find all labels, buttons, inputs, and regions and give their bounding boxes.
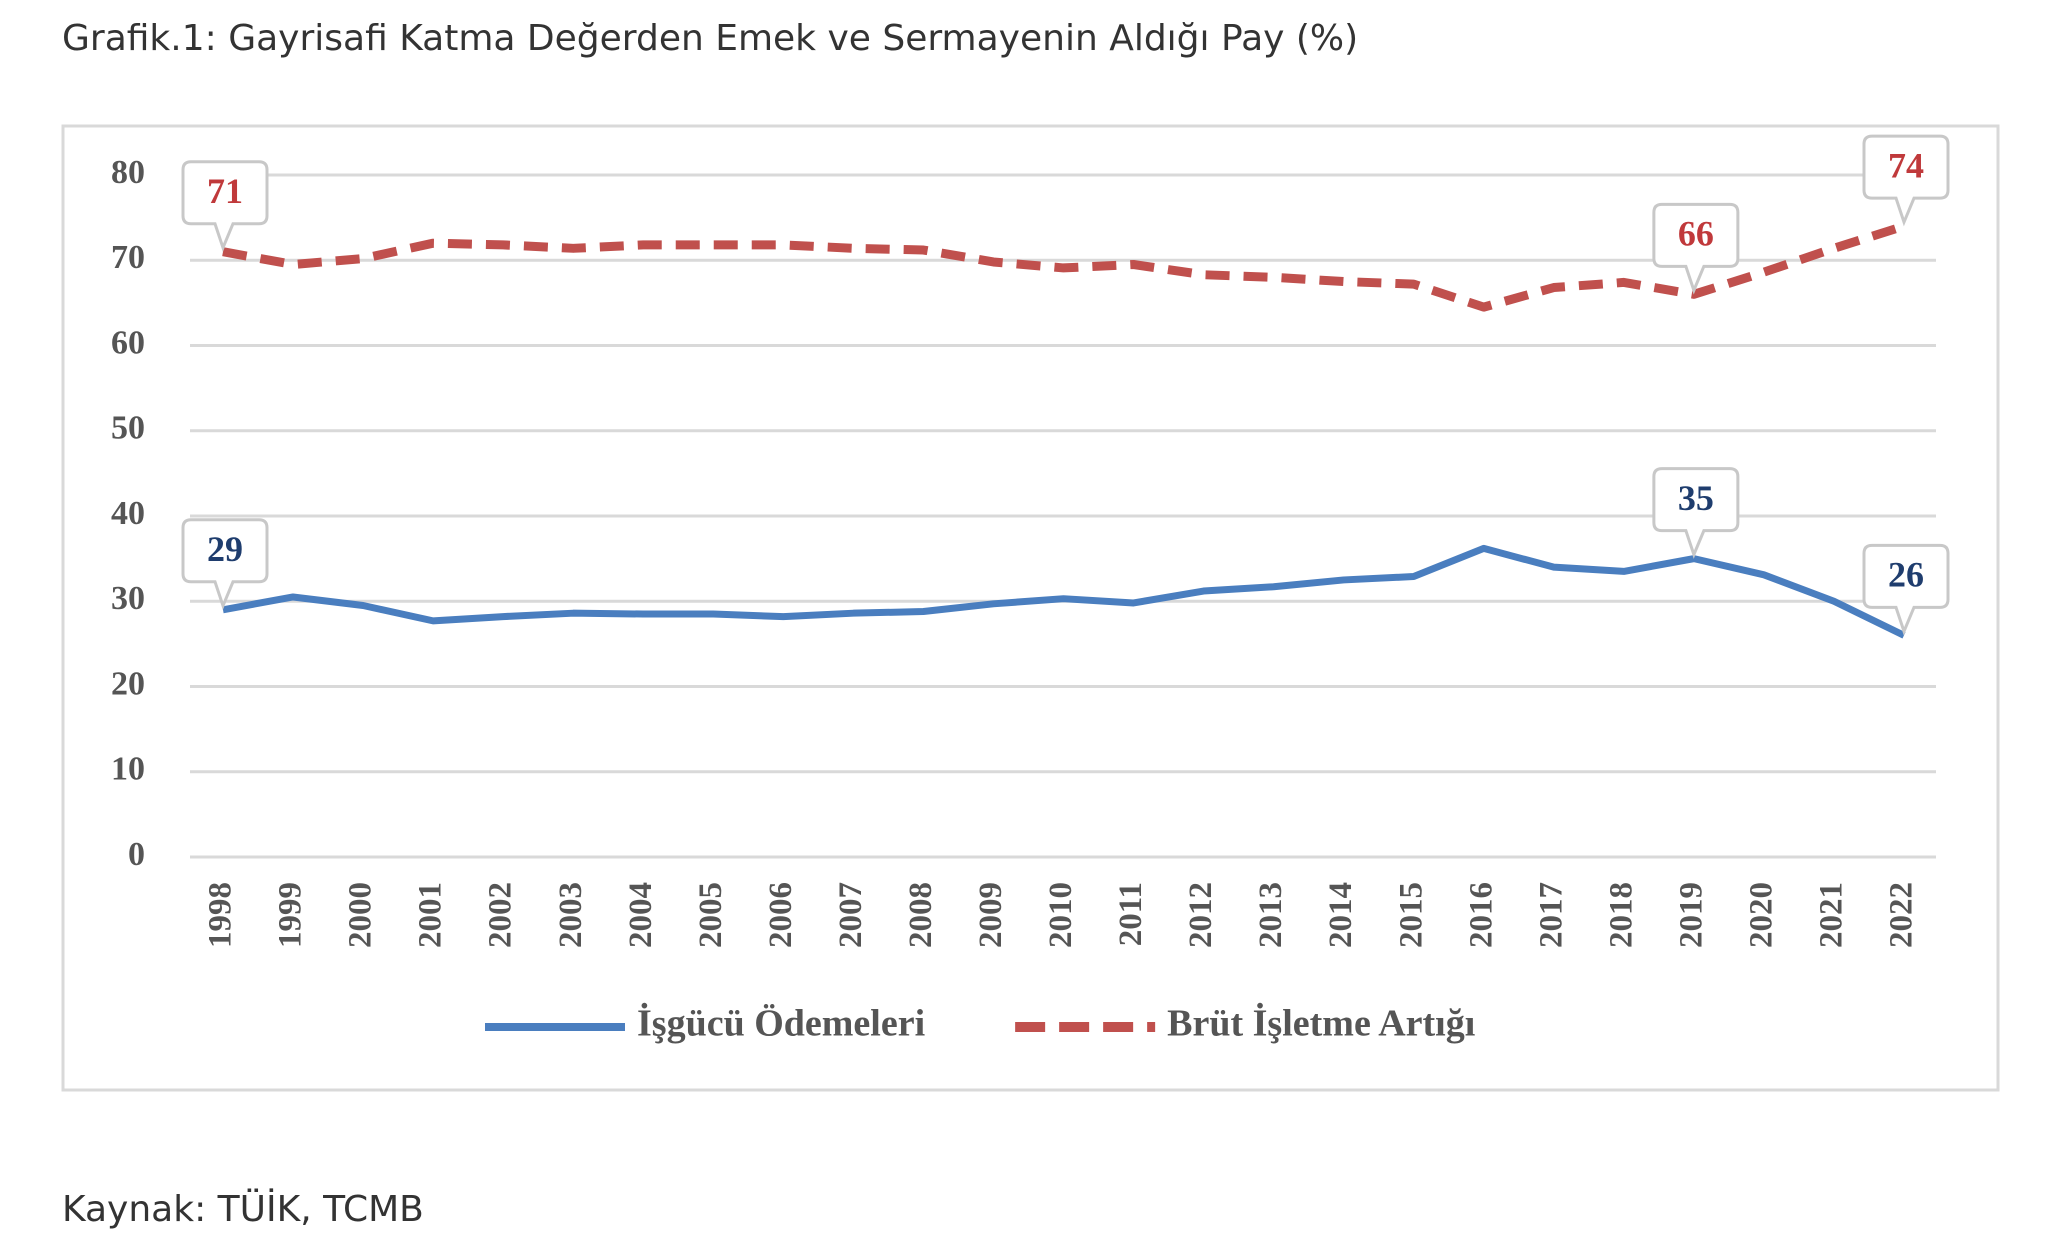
data-label: 29: [207, 529, 243, 569]
x-tick-label: 2019: [1673, 882, 1709, 948]
series-line: [222, 544, 1906, 639]
series-line: [222, 221, 1906, 312]
x-tick-label: 2006: [763, 882, 799, 948]
y-tick-label: 80: [111, 154, 145, 191]
x-tick-label: 1999: [273, 882, 309, 948]
callout-box: [181, 160, 269, 252]
x-tick-label: 2000: [343, 882, 379, 948]
y-tick-label: 30: [111, 580, 145, 617]
x-tick-label: 2007: [833, 882, 869, 948]
y-tick-label: 50: [111, 410, 145, 447]
data-label: 35: [1678, 478, 1714, 518]
x-tick-label: 2005: [693, 882, 729, 948]
x-tick-label: 2013: [1253, 882, 1289, 948]
x-tick-label: 2020: [1743, 882, 1779, 948]
x-tick-label: 2011: [1113, 882, 1149, 946]
data-label: 71: [207, 171, 243, 211]
x-tick-label: 2012: [1183, 882, 1219, 948]
x-tick-label: 2004: [623, 882, 659, 948]
x-tick-label: 2002: [483, 882, 519, 948]
x-tick-label: 2022: [1884, 882, 1920, 948]
x-tick-label: 2009: [973, 882, 1009, 948]
x-tick-label: 2018: [1603, 882, 1639, 948]
x-tick-label: 2003: [553, 882, 589, 948]
callout-box: [1862, 543, 1950, 636]
data-label: 66: [1678, 214, 1714, 254]
y-tick-label: 10: [111, 751, 145, 788]
x-tick-label: 1998: [203, 882, 239, 948]
legend-label: İşgücü Ödemeleri: [637, 1003, 925, 1045]
callout-box: [1652, 467, 1740, 559]
x-tick-label: 2017: [1533, 882, 1569, 948]
x-tick-label: 2021: [1814, 882, 1850, 948]
data-label: 74: [1888, 145, 1924, 185]
x-tick-label: 2014: [1323, 882, 1359, 948]
y-tick-label: 0: [128, 836, 145, 873]
y-tick-label: 20: [111, 665, 145, 702]
callout-box: [181, 518, 269, 611]
y-tick-label: 40: [111, 495, 145, 532]
chart-title: Grafik.1: Gayrisafi Katma Değerden Emek …: [62, 18, 1358, 59]
x-tick-label: 2001: [413, 882, 449, 948]
y-tick-label: 70: [111, 239, 145, 276]
source: Kaynak: TÜİK, TCMB: [62, 1188, 424, 1230]
data-label: 26: [1888, 555, 1924, 595]
callout-box: [1652, 202, 1740, 295]
x-tick-label: 2008: [903, 882, 939, 948]
x-tick-label: 2015: [1393, 882, 1429, 948]
callout-box: [1862, 134, 1950, 227]
y-tick-label: 60: [111, 324, 145, 361]
x-tick-label: 2016: [1463, 882, 1499, 948]
x-tick-label: 2010: [1043, 882, 1079, 948]
legend-label: Brüt İşletme Artığı: [1167, 1003, 1475, 1045]
